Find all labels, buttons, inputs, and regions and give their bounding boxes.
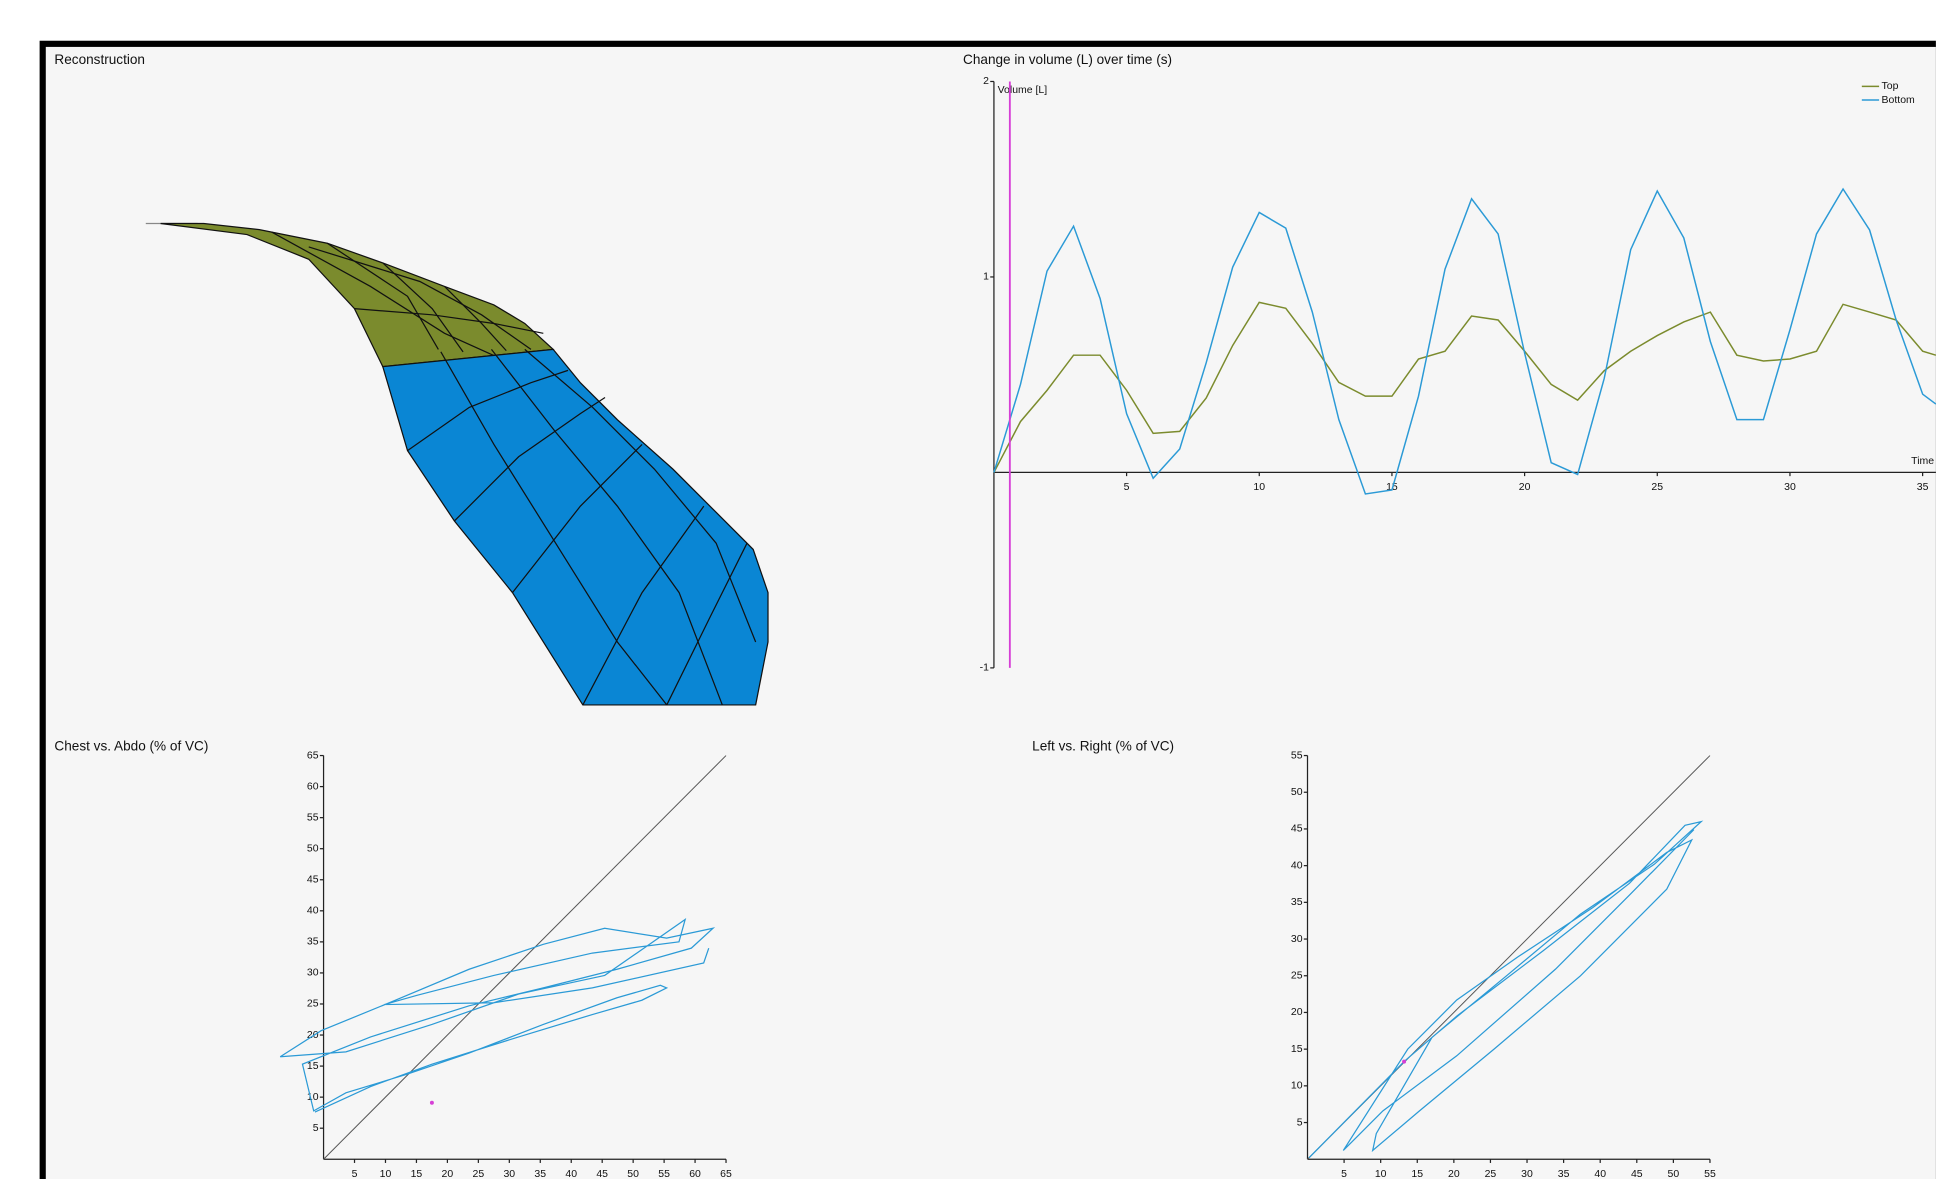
- y-tick-label: 65: [307, 750, 319, 761]
- x-tick-label: 30: [503, 1169, 515, 1179]
- y-tick-label: 50: [1291, 787, 1303, 798]
- y-tick-label: 25: [307, 999, 319, 1010]
- y-tick-label: 55: [1291, 750, 1303, 761]
- chart-title: Left vs. Right (% of VC): [1032, 738, 1174, 753]
- x-tick-label: 20: [1448, 1169, 1460, 1179]
- y-tick-label: 10: [307, 1092, 319, 1103]
- x-tick-label: 25: [473, 1169, 485, 1179]
- current-point: [1402, 1060, 1406, 1064]
- x-tick-label: 40: [1594, 1169, 1606, 1179]
- page: {"reconstruction": {"title": "Reconstruc…: [0, 0, 1936, 1179]
- x-tick-label: 20: [1519, 482, 1531, 493]
- x-tick-label: 55: [1704, 1169, 1716, 1179]
- x-tick-label: 40: [565, 1169, 577, 1179]
- y-tick-label: 5: [1297, 1117, 1303, 1128]
- x-tick-label: 10: [380, 1169, 392, 1179]
- y-tick-label: 35: [307, 937, 319, 948]
- legend-label: Top: [1882, 81, 1899, 92]
- y-tick-label: 5: [313, 1123, 319, 1134]
- y-tick-label: 35: [1291, 897, 1303, 908]
- panel-title: Reconstruction: [54, 52, 145, 67]
- x-axis-label: Time: [1911, 456, 1934, 467]
- y-tick-label: 1: [983, 272, 989, 283]
- x-tick-label: 5: [352, 1169, 358, 1179]
- x-tick-label: 35: [1917, 482, 1929, 493]
- x-tick-label: 50: [1668, 1169, 1680, 1179]
- screen: Reconstruction Change in volume (L) over…: [0, 0, 1936, 1179]
- current-point: [430, 1101, 434, 1105]
- x-tick-label: 45: [596, 1169, 608, 1179]
- y-tick-label: 40: [307, 906, 319, 917]
- chart-title: Change in volume (L) over time (s): [963, 52, 1172, 67]
- y-tick-label: -1: [980, 663, 989, 674]
- x-tick-label: 60: [689, 1169, 701, 1179]
- y-tick-label: 15: [1291, 1044, 1303, 1055]
- x-tick-label: 55: [658, 1169, 670, 1179]
- x-tick-label: 15: [411, 1169, 423, 1179]
- y-tick-label: 50: [307, 843, 319, 854]
- x-tick-label: 65: [720, 1169, 732, 1179]
- y-tick-label: 45: [307, 875, 319, 886]
- window-content: [46, 47, 1936, 1179]
- x-tick-label: 25: [1485, 1169, 1497, 1179]
- x-tick-label: 10: [1375, 1169, 1387, 1179]
- x-tick-label: 15: [1411, 1169, 1423, 1179]
- x-tick-label: 25: [1651, 482, 1663, 493]
- y-tick-label: 55: [307, 812, 319, 823]
- chart-title: Chest vs. Abdo (% of VC): [54, 738, 208, 753]
- y-tick-label: 20: [1291, 1007, 1303, 1018]
- y-tick-label: 40: [1291, 860, 1303, 871]
- x-tick-label: 35: [534, 1169, 546, 1179]
- y-tick-label: 25: [1291, 971, 1303, 982]
- x-tick-label: 5: [1124, 482, 1130, 493]
- x-tick-label: 10: [1253, 482, 1265, 493]
- y-tick-label: 2: [983, 76, 989, 87]
- x-tick-label: 50: [627, 1169, 639, 1179]
- y-tick-label: 30: [1291, 934, 1303, 945]
- x-tick-label: 45: [1631, 1169, 1643, 1179]
- x-tick-label: 30: [1521, 1169, 1533, 1179]
- legend-label: Bottom: [1882, 95, 1915, 106]
- x-tick-label: 30: [1784, 482, 1796, 493]
- x-tick-label: 5: [1341, 1169, 1347, 1179]
- y-tick-label: 10: [1291, 1081, 1303, 1092]
- y-tick-label: 45: [1291, 824, 1303, 835]
- x-tick-label: 20: [442, 1169, 454, 1179]
- y-tick-label: 15: [307, 1061, 319, 1072]
- y-tick-label: 30: [307, 968, 319, 979]
- y-axis-label: Volume [L]: [998, 85, 1048, 96]
- x-tick-label: 35: [1558, 1169, 1570, 1179]
- y-tick-label: 60: [307, 781, 319, 792]
